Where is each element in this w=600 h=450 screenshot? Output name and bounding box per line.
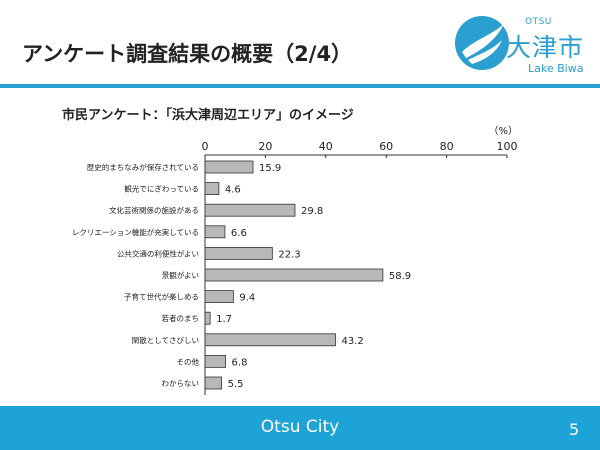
logo-otsu-text: OTSU bbox=[525, 17, 552, 27]
bar bbox=[204, 290, 234, 304]
category-label: わからない bbox=[162, 379, 200, 388]
x-tick-label: 80 bbox=[440, 140, 454, 153]
data-label: 6.6 bbox=[231, 228, 247, 239]
footer-bar: Otsu City 5 bbox=[0, 406, 600, 450]
city-logo bbox=[452, 10, 592, 78]
category-label: 文化芸術関係の施設がある bbox=[109, 205, 199, 215]
data-label: 22.3 bbox=[278, 249, 300, 260]
unit-label: （%） bbox=[488, 125, 518, 137]
bar bbox=[204, 376, 223, 390]
category-label: 観光でにぎわっている bbox=[124, 184, 199, 194]
x-tick-label: 100 bbox=[497, 140, 518, 153]
logo-lake-biwa-text: Lake Biwa bbox=[528, 62, 584, 75]
bar bbox=[204, 225, 226, 239]
category-label: 子育て世代が楽しめる bbox=[124, 292, 199, 302]
category-label: 公共交通の利便性がよい bbox=[117, 248, 199, 258]
wave-logo-icon bbox=[455, 16, 509, 70]
data-label: 1.7 bbox=[216, 314, 232, 325]
bar bbox=[204, 333, 336, 347]
category-label: 景観がよい bbox=[162, 270, 199, 280]
category-label: 若者のまち bbox=[162, 313, 200, 323]
category-label: 閑散としてさびしい bbox=[132, 335, 199, 345]
slide-title: アンケート調査結果の概要（2/4） bbox=[22, 42, 353, 66]
category-label: その他 bbox=[177, 356, 200, 366]
bar bbox=[204, 354, 226, 368]
footer-title: Otsu City bbox=[260, 417, 340, 437]
data-label: 9.4 bbox=[239, 293, 255, 304]
data-label: 29.8 bbox=[301, 206, 323, 217]
category-label: レクリエーション機能が充実している bbox=[72, 227, 199, 237]
data-label: 43.2 bbox=[341, 336, 363, 347]
bar bbox=[204, 203, 296, 217]
bar bbox=[204, 268, 384, 282]
data-label: 4.6 bbox=[225, 185, 241, 196]
x-tick-label: 40 bbox=[319, 140, 333, 153]
data-label: 6.8 bbox=[232, 357, 248, 368]
bar bbox=[204, 182, 220, 196]
data-label: 58.9 bbox=[389, 271, 411, 282]
chart-title: 市民アンケート：「浜大津周辺エリア」のイメージ bbox=[62, 108, 354, 123]
x-tick-label: 20 bbox=[258, 140, 272, 153]
data-label: 15.9 bbox=[259, 163, 281, 174]
bar-chart: （%） 0 20 40 60 80 100 歴史的まちなみが保存されている 15.9 観光でにぎわ… bbox=[72, 125, 518, 395]
logo-city-name: 大津市 bbox=[506, 33, 585, 62]
title-rule bbox=[0, 84, 600, 88]
bar bbox=[204, 160, 254, 174]
bar bbox=[204, 246, 273, 260]
x-tick-label: 60 bbox=[379, 140, 393, 153]
data-label: 5.5 bbox=[228, 379, 244, 390]
category-label: 歴史的まちなみが保存されている bbox=[87, 162, 199, 172]
bar bbox=[204, 311, 211, 325]
page-number: 5 bbox=[569, 420, 580, 439]
x-tick-label: 0 bbox=[202, 140, 209, 153]
